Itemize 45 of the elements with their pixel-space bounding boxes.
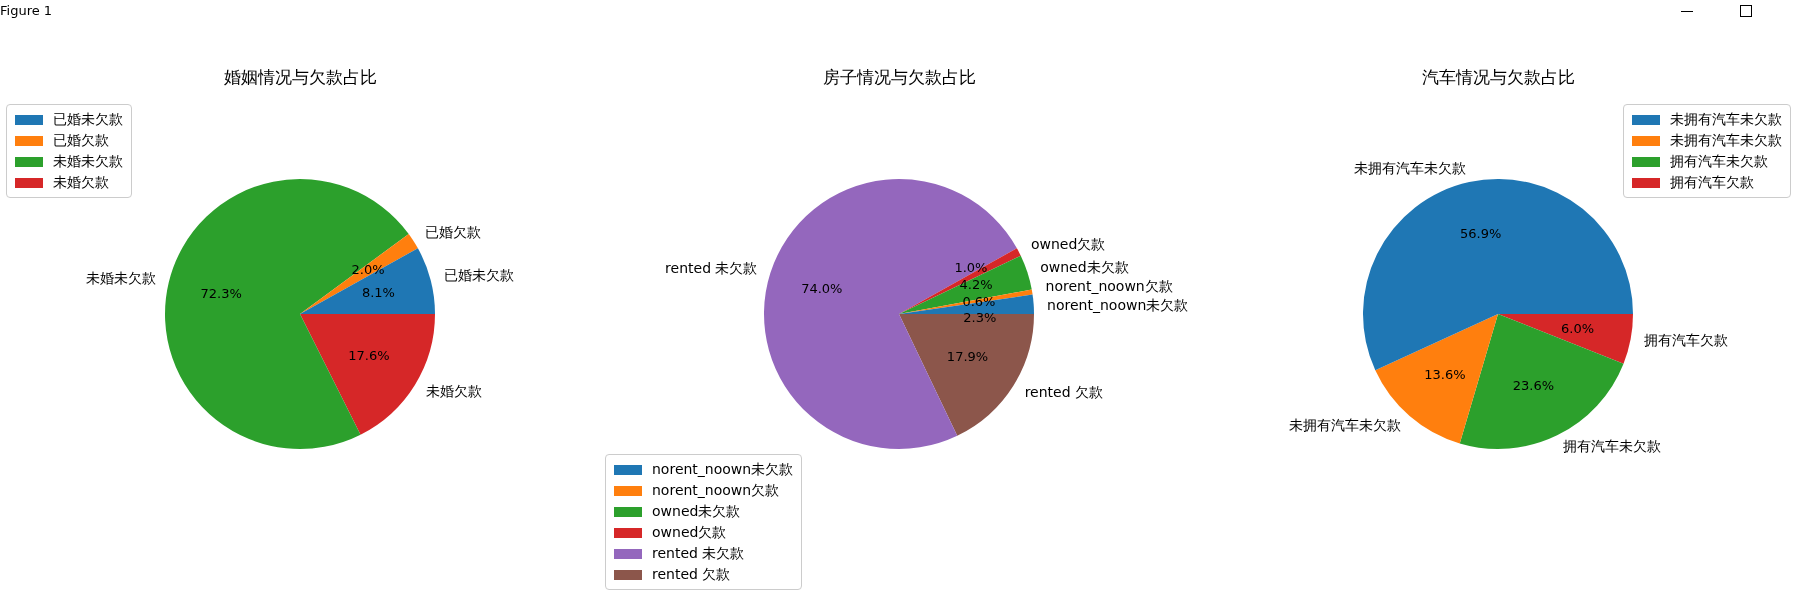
slice-label: 拥有汽车未欠款 [1563, 438, 1662, 455]
data-label: 8.1% [361, 284, 395, 300]
slice-label: 未拥有汽车未欠款 [1354, 159, 1467, 176]
slice-label: 未拥有汽车未欠款 [1288, 416, 1401, 433]
slice-label: rented 欠款 [1024, 383, 1104, 400]
data-label: 2.3% [963, 310, 997, 326]
data-label: 17.9% [946, 348, 989, 364]
legend-label: 已婚未欠款 [53, 110, 123, 129]
data-label: 1.0% [954, 260, 988, 276]
slice-label: rented 未欠款 [665, 259, 758, 276]
legend-label: 拥有汽车欠款 [1670, 173, 1754, 192]
slice-label: 未婚未欠款 [85, 269, 156, 286]
data-label: 13.6% [1424, 366, 1466, 382]
slice-label: norent_noown未欠款 [1047, 296, 1189, 313]
legend-label: rented 未欠款 [652, 544, 745, 563]
chart-title: 房子情况与欠款占比 [822, 67, 976, 88]
caption: Figure 1 [0, 3, 53, 18]
chart-title: 汽车情况与欠款占比 [1421, 67, 1575, 88]
legend-label: norent_noown未欠款 [652, 460, 794, 479]
data-label: 4.2% [959, 276, 993, 292]
slice-label: owned欠款 [1030, 236, 1106, 253]
data-label: 0.6% [962, 293, 996, 309]
legend-label: 未拥有汽车未欠款 [1670, 110, 1782, 129]
legend-label: 未拥有汽车未欠款 [1670, 131, 1782, 150]
legend-label: owned未欠款 [652, 502, 741, 521]
slice-label: 已婚未欠款 [443, 267, 514, 284]
slice-label: norent_noown欠款 [1045, 277, 1173, 294]
data-label: 6.0% [1561, 320, 1595, 336]
slice-label: owned未欠款 [1040, 258, 1129, 275]
legend-label: owned欠款 [652, 523, 727, 542]
slice-label: 已婚欠款 [424, 224, 481, 241]
legend-label: 已婚欠款 [53, 131, 109, 150]
data-label: 23.6% [1512, 378, 1555, 394]
legend-label: rented 欠款 [652, 565, 731, 584]
chart-title: 婚姻情况与欠款占比 [223, 67, 377, 88]
data-label: 17.6% [348, 347, 390, 363]
legend-label: 未婚未欠款 [53, 152, 123, 171]
slice-label: 拥有汽车欠款 [1643, 332, 1728, 349]
legend-label: 拥有汽车未欠款 [1670, 152, 1768, 171]
data-label: 72.3% [200, 286, 242, 302]
data-label: 74.0% [801, 280, 843, 296]
legend-label: 未婚欠款 [53, 173, 109, 192]
legend-label: norent_noown欠款 [652, 481, 780, 500]
data-label: 56.9% [1460, 226, 1502, 242]
slice-label: 未婚欠款 [426, 382, 483, 399]
